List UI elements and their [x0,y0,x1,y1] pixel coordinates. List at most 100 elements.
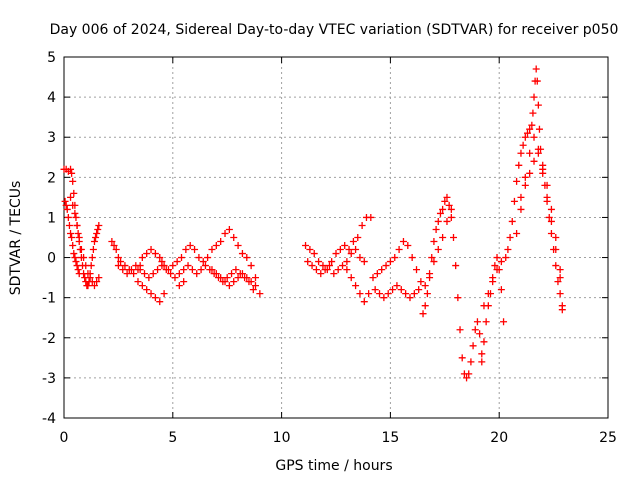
plot-area-frame [63,56,609,419]
data-point-marker [532,65,540,73]
data-point-marker [73,262,81,270]
data-point-marker [147,290,155,298]
data-point-marker [530,93,538,101]
data-point-marker [123,270,131,278]
data-point-marker [167,270,175,278]
y-tick-label: -3 [42,371,56,387]
data-point-marker [447,205,455,213]
data-point-marker [395,246,403,254]
data-point-marker [332,250,340,258]
y-tick-label: 1 [47,210,56,226]
data-points [60,65,566,382]
data-point-marker [360,258,368,266]
data-point-marker [547,217,555,225]
data-point-marker [443,217,451,225]
data-point-marker [130,270,138,278]
data-point-marker [191,246,199,254]
data-point-marker [212,270,220,278]
data-point-marker [238,270,246,278]
data-point-marker [343,266,351,274]
data-point-marker [478,350,486,358]
chart-title: Day 006 of 2024, Sidereal Day-to-day VTE… [50,22,619,38]
y-tick-label: 2 [47,170,56,186]
data-point-marker [162,266,170,274]
x-tick-label: 0 [60,430,69,446]
data-point-marker [428,254,436,262]
data-point-marker [317,270,325,278]
data-point-marker [450,234,458,241]
data-point-marker [354,234,362,241]
data-point-marker [330,270,338,278]
data-point-marker [419,310,427,318]
data-point-marker [243,254,251,262]
data-point-marker [334,266,342,274]
data-point-marker [306,246,314,254]
data-point-marker [452,262,460,270]
data-point-marker [430,238,438,246]
data-point-marker [119,266,127,274]
data-point-marker [321,266,329,274]
data-point-marker [543,193,551,201]
data-point-marker [208,246,216,254]
data-point-marker [469,342,477,350]
data-point-marker [510,197,518,205]
data-point-marker [482,318,490,326]
data-point-marker [402,290,410,298]
data-point-marker [69,201,77,209]
data-point-marker [347,274,355,282]
data-point-marker [221,229,229,237]
data-point-marker [552,246,560,254]
data-point-marker [552,262,560,270]
data-point-marker [67,165,75,173]
data-point-marker [556,266,564,274]
data-point-marker [343,258,351,266]
data-point-marker [432,225,440,233]
data-point-marker [156,254,164,262]
data-point-marker [533,77,541,85]
x-tick-label: 10 [273,430,291,446]
data-point-marker [528,121,536,129]
data-point-marker [132,262,140,270]
data-point-marker [212,242,220,250]
data-point-marker [386,258,394,266]
data-point-marker [151,294,159,302]
data-point-marker [515,161,523,169]
data-point-marker [70,189,78,197]
data-point-marker [476,330,484,338]
data-point-marker [154,266,162,274]
data-point-marker [247,262,255,270]
data-point-marker [360,298,368,306]
data-point-marker [302,242,310,250]
data-point-marker [184,262,192,270]
data-point-marker [497,286,505,294]
data-point-marker [352,282,360,290]
data-point-marker [61,197,69,205]
data-point-marker [539,161,547,169]
data-point-marker [447,213,455,221]
data-point-marker [517,193,525,201]
data-point-marker [556,274,564,282]
data-point-marker [73,221,81,229]
data-point-marker [345,246,353,254]
data-point-marker [232,266,240,274]
data-point-marker [328,258,336,266]
x-tick-label: 20 [490,430,508,446]
data-point-marker [547,205,555,213]
x-axis-label: GPS time / hours [275,458,392,474]
data-point-marker [221,278,229,286]
data-point-marker [188,266,196,274]
data-point-marker [69,242,77,250]
data-point-marker [138,282,146,290]
data-point-marker [535,125,543,133]
data-point-marker [230,278,238,286]
data-point-marker [193,270,201,278]
data-point-marker [530,157,538,165]
data-point-marker [517,205,525,213]
data-point-marker [513,229,521,237]
data-point-marker [489,278,497,286]
data-point-marker [82,262,90,270]
data-point-marker [356,254,364,262]
data-point-marker [84,270,92,278]
data-point-marker [238,250,246,258]
data-point-marker [534,149,542,157]
